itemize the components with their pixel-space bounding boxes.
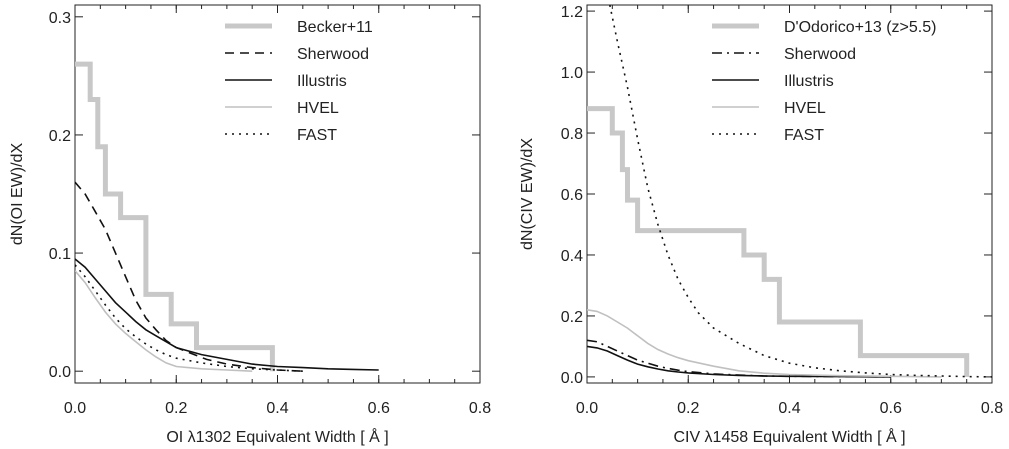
y-tick-label: 0.8 <box>561 126 583 143</box>
panel-right: 0.0 0.2 0.4 0.6 0.8 0.0 0.2 0.4 0.6 0.8 1.0 1.2 CIV … <box>519 4 1003 446</box>
y-tick-label: 0.3 <box>49 10 71 27</box>
y-tick-label: 0.6 <box>561 187 583 204</box>
x-tick-label: 0.4 <box>778 400 800 417</box>
legend-label: FAST <box>784 127 824 144</box>
y-tick-label: 1.0 <box>561 65 583 82</box>
x-axis-label: CIV λ1458 Equivalent Width [ Å ] <box>673 427 905 446</box>
y-tick-label: 0.2 <box>561 309 583 326</box>
legend-label: Becker+11 <box>297 19 373 36</box>
series-line-d-odorico-13-z-5-5 <box>587 106 970 377</box>
series-line-sherwood <box>75 181 303 372</box>
legend: D'Odorico+13 (z>5.5) Sherwood Illustris HVE… <box>712 19 936 144</box>
series-line-hvel <box>75 270 253 372</box>
x-tick-label: 0.8 <box>981 400 1003 417</box>
x-axis-label: OI λ1302 Equivalent Width [ Å ] <box>166 427 388 446</box>
y-tick-label: 0.0 <box>561 370 583 387</box>
x-tick-label: 0.6 <box>880 400 902 417</box>
x-tick-label: 0.0 <box>64 400 86 417</box>
legend-label: HVEL <box>784 100 826 117</box>
x-tick-label: 0.2 <box>677 400 699 417</box>
series-line-becker-11 <box>75 61 275 372</box>
series-line-hvel <box>587 309 942 378</box>
y-tick-label: 0.2 <box>49 128 71 145</box>
x-tick-label: 0.8 <box>469 400 491 417</box>
legend-label: HVEL <box>297 100 339 117</box>
series-line-illustris <box>75 258 379 371</box>
legend-label: FAST <box>297 127 337 144</box>
series-group <box>75 61 379 372</box>
series-line-illustris <box>587 345 891 378</box>
x-tick-label: 0.0 <box>576 400 598 417</box>
y-tick-label: 1.2 <box>561 4 583 21</box>
x-tick-label: 0.4 <box>266 400 288 417</box>
legend-label: Sherwood <box>784 46 856 63</box>
y-tick-label: 0.1 <box>49 246 71 263</box>
y-axis-label: dN(CIV EW)/dX <box>519 138 536 250</box>
legend: Becker+11 Sherwood Illustris HVEL FAST <box>225 19 373 144</box>
series-group <box>587 5 992 378</box>
legend-label: Illustris <box>784 73 834 90</box>
series-line-fast <box>75 264 303 372</box>
plot-frame <box>74 4 481 384</box>
legend-label: Illustris <box>297 73 347 90</box>
series-line-fast <box>609 5 992 378</box>
x-tick-label: 0.6 <box>368 400 390 417</box>
panel-left: 0.0 0.2 0.4 0.6 0.8 0.0 0.1 0.2 0.3 OI λ1302 Equi… <box>9 4 491 446</box>
x-tick-label: 0.2 <box>165 400 187 417</box>
y-tick-label: 0.0 <box>49 364 71 381</box>
y-tick-label: 0.4 <box>561 248 583 265</box>
legend-label: D'Odorico+13 (z>5.5) <box>784 19 936 36</box>
y-axis-label: dN(OI EW)/dX <box>9 143 26 246</box>
legend-label: Sherwood <box>297 46 369 63</box>
